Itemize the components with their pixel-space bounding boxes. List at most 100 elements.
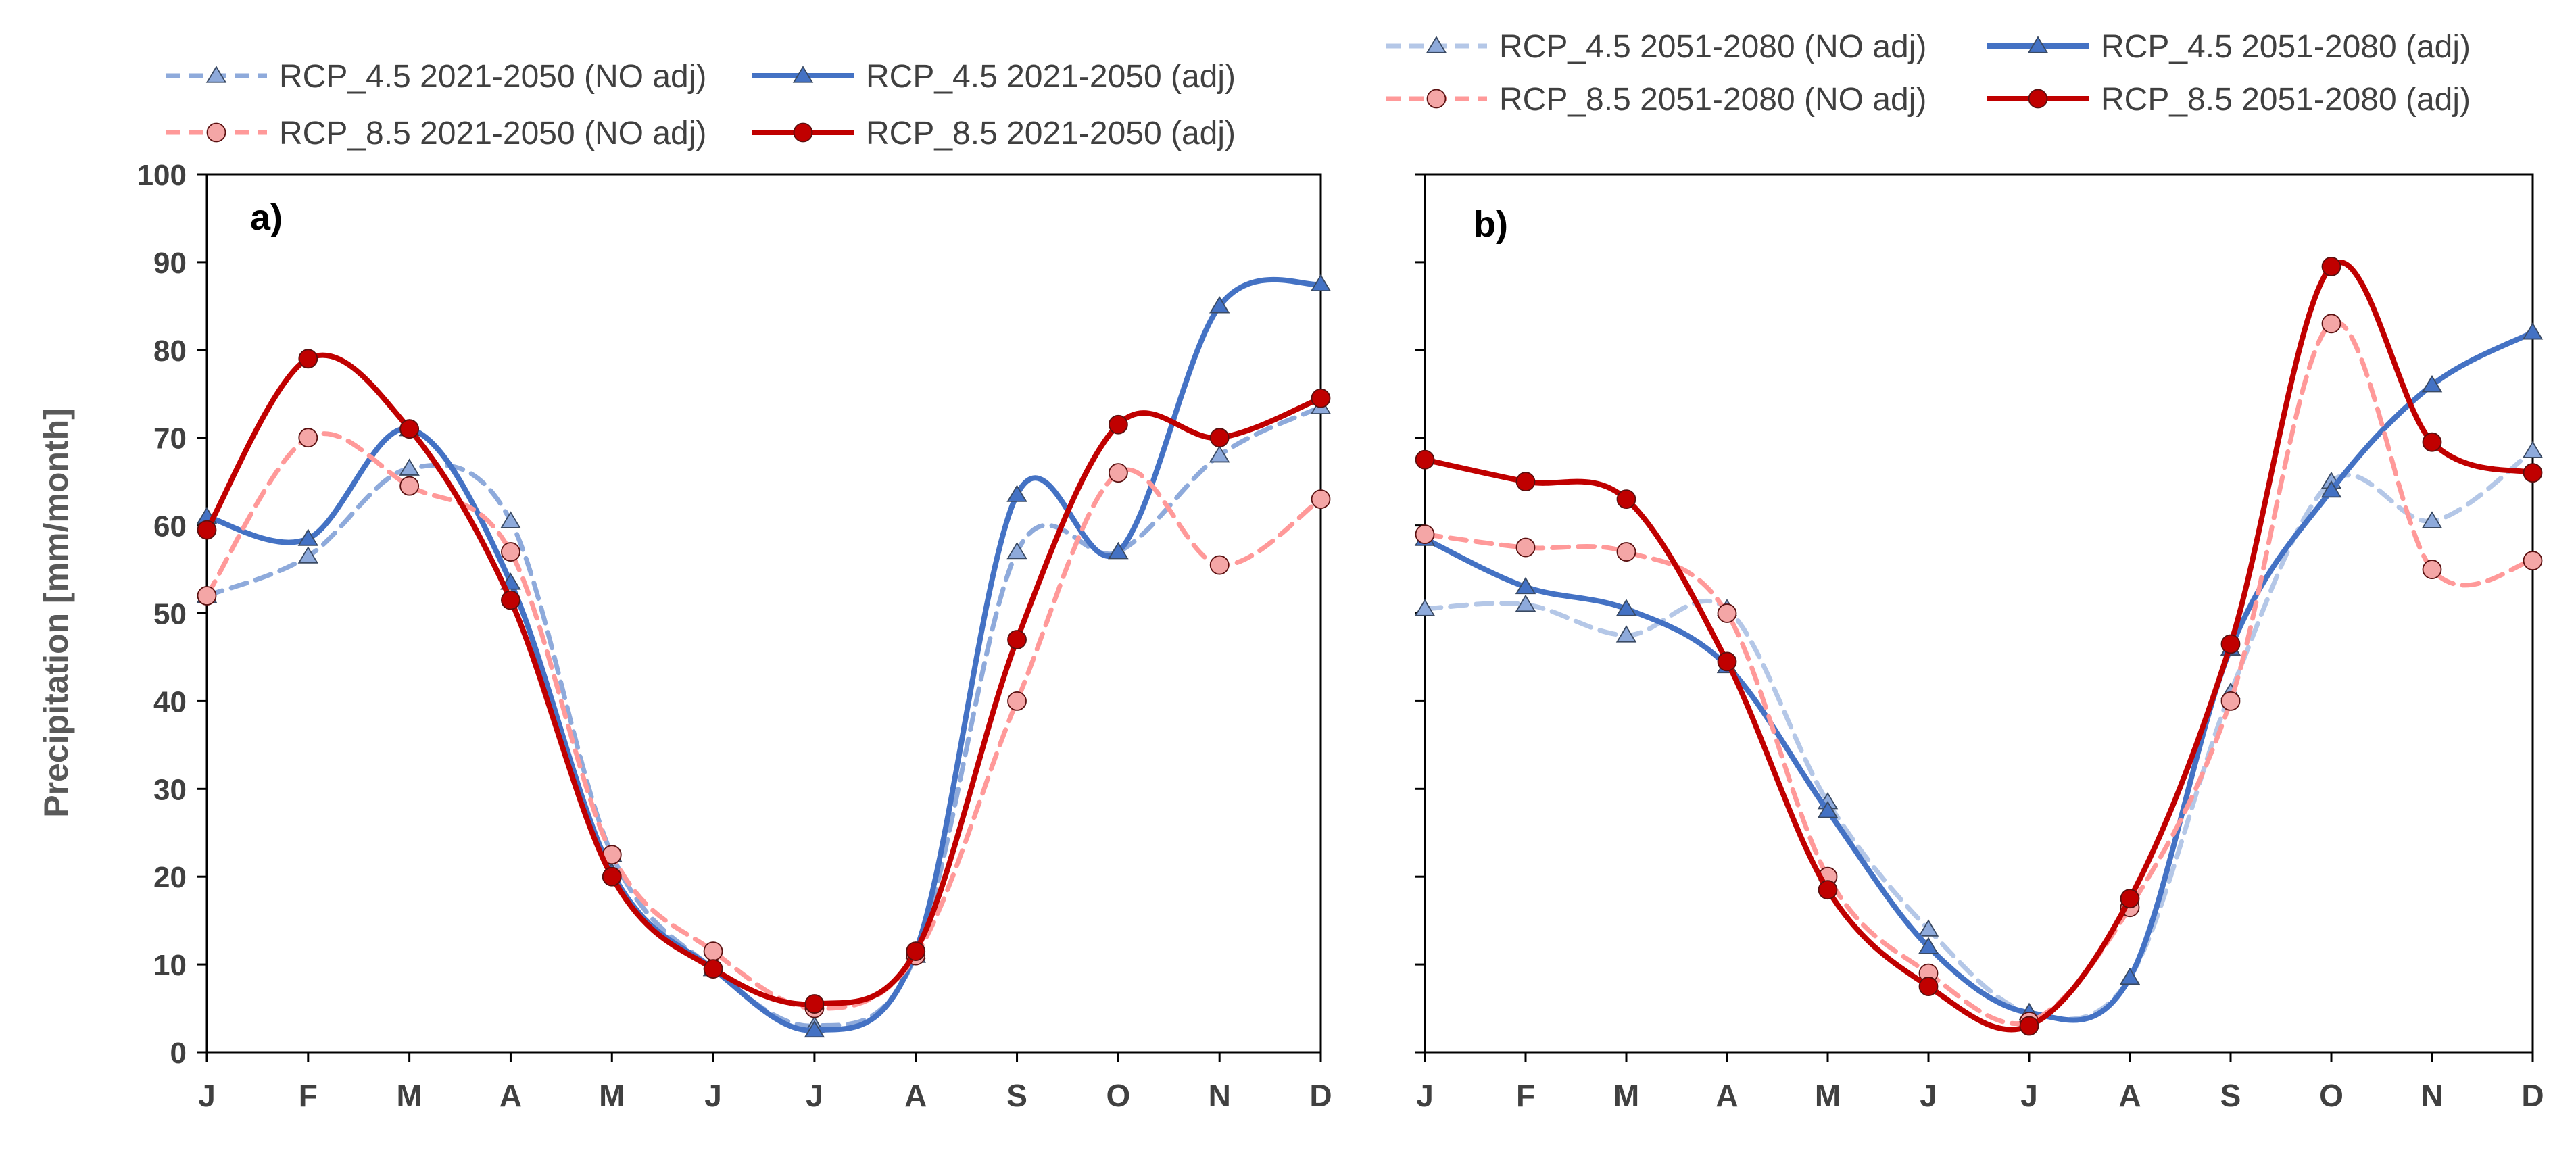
data-point: [1415, 449, 1435, 470]
y-tick-label: 40: [153, 685, 187, 718]
series-line: [1422, 320, 2535, 1027]
data-point: [2421, 511, 2443, 528]
data-point: [1209, 296, 1230, 314]
legend-item: RCP_8.5 2051-2080 (NO adj): [1386, 82, 1926, 118]
series-line: [204, 431, 1323, 1011]
legend-marker: [2027, 36, 2049, 53]
data-point: [2523, 463, 2543, 483]
chart-panel-b: J F M A M J J A S O N Db) RCP_4.5 2051-2080 (NO adj)…: [1386, 29, 2544, 1113]
data-point: [197, 520, 217, 540]
y-tick-label: 90: [153, 247, 187, 280]
data-point: [2320, 480, 2342, 498]
legend-label: RCP_4.5 2051-2080 (adj): [2101, 29, 2471, 65]
data-point: [1311, 489, 1331, 510]
x-tick-label: J: [1920, 1078, 1937, 1113]
panel-label: a): [250, 197, 283, 238]
x-tick-label: J: [806, 1078, 823, 1113]
legend-label: RCP_8.5 2051-2080 (adj): [2101, 82, 2471, 118]
data-point: [1209, 555, 1230, 575]
series-line: [1422, 329, 2535, 1023]
x-tick-label: F: [299, 1078, 318, 1113]
x-tick-label: J: [1416, 1078, 1434, 1113]
data-point: [298, 428, 318, 448]
x-tick-label: O: [2319, 1078, 2343, 1113]
x-tick-label: A: [1716, 1078, 1738, 1113]
data-point: [703, 941, 723, 962]
data-point: [1006, 541, 1027, 560]
data-point: [297, 528, 319, 546]
data-point: [602, 866, 622, 887]
legend-item: RCP_4.5 2021-2050 (adj): [752, 59, 1236, 95]
data-point: [298, 349, 318, 369]
x-tick-label: M: [599, 1078, 625, 1113]
legend-item: RCP_4.5 2021-2050 (NO adj): [166, 59, 706, 95]
data-point: [1007, 630, 1027, 649]
legend-label: RCP_4.5 2021-2050 (adj): [866, 59, 1236, 95]
data-point: [500, 511, 521, 528]
x-tick-label: O: [1106, 1078, 1130, 1113]
legend-marker: [2028, 89, 2048, 109]
legend-item: RCP_4.5 2051-2080 (NO adj): [1386, 29, 1926, 65]
x-tick-label: M: [396, 1078, 422, 1113]
legend-item: RCP_8.5 2021-2050 (NO adj): [166, 116, 706, 151]
x-tick-label: M: [1613, 1078, 1639, 1113]
series-line: [1422, 448, 2535, 1022]
series-rcp-8-5-2021-2050-adj-: [197, 349, 1331, 1014]
legend-item: RCP_8.5 2051-2080 (adj): [1987, 82, 2471, 118]
panel-label: b): [1474, 204, 1508, 245]
y-tick-label: 70: [153, 422, 187, 455]
data-point: [2220, 634, 2241, 654]
data-point: [2421, 375, 2443, 393]
data-point: [2119, 967, 2141, 985]
legend-marker: [793, 122, 813, 143]
legend-item: RCP_4.5 2051-2080 (adj): [1987, 29, 2471, 65]
data-point: [1817, 801, 1839, 818]
data-point: [1108, 414, 1128, 435]
data-point: [2522, 322, 2544, 340]
series-rcp-8-5-2051-2080-adj-: [1415, 256, 2543, 1036]
data-point: [399, 419, 420, 439]
data-point: [1415, 524, 1435, 544]
data-point: [1310, 274, 1332, 292]
data-point: [1209, 428, 1230, 448]
legend-marker: [1426, 89, 1447, 109]
data-point: [1918, 919, 1939, 937]
series-rcp-4-5-2051-2080-adj-: [1414, 322, 2544, 1023]
series-rcp-8-5-2021-2050-no-adj-: [197, 428, 1331, 1018]
plot-frame: [1424, 173, 2534, 1054]
x-tick-label: A: [904, 1078, 927, 1113]
data-point: [804, 1020, 825, 1038]
data-point: [1616, 489, 1636, 510]
x-tick-label: J: [198, 1078, 216, 1113]
data-point: [1209, 445, 1230, 463]
x-tick-label: S: [1006, 1078, 1027, 1113]
data-point: [1615, 625, 1637, 643]
data-point: [1717, 603, 1737, 623]
x-tick-label: S: [2220, 1078, 2241, 1113]
data-point: [1615, 599, 1637, 616]
y-tick-label: 30: [153, 773, 187, 806]
legend-label: RCP_8.5 2021-2050 (NO adj): [279, 116, 706, 151]
y-tick-label: 0: [170, 1037, 187, 1070]
data-point: [2321, 314, 2341, 334]
plot-frame: [205, 173, 1322, 1054]
data-point: [1515, 594, 1536, 612]
data-point: [1515, 537, 1536, 558]
data-point: [399, 476, 420, 496]
x-tick-label: D: [1309, 1078, 1332, 1113]
y-tick-label: 100: [137, 159, 187, 192]
data-point: [1108, 463, 1128, 483]
y-axis-title: Precipitation [mm/month]: [37, 408, 75, 818]
data-point: [2422, 432, 2442, 452]
data-point: [1006, 485, 1027, 502]
data-point: [297, 546, 319, 564]
y-tick-label: 80: [153, 335, 187, 368]
x-tick-label: N: [1209, 1078, 1231, 1113]
legend-label: RCP_8.5 2021-2050 (adj): [866, 116, 1236, 151]
data-point: [1515, 576, 1536, 595]
series-line: [204, 352, 1323, 1008]
series-rcp-4-5-2051-2080-no-adj-: [1414, 441, 2544, 1022]
series-rcp-4-5-2021-2050-adj-: [196, 274, 1332, 1038]
legend-marker: [206, 122, 226, 143]
x-tick-label: M: [1815, 1078, 1841, 1113]
